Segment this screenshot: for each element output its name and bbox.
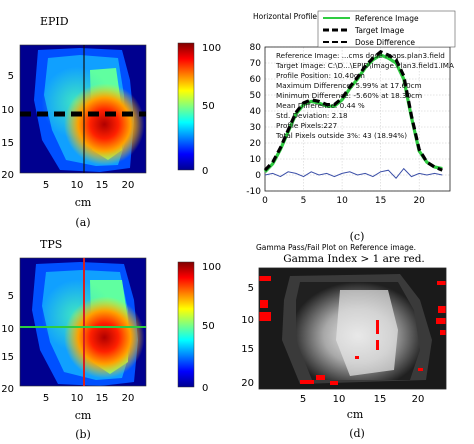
x-tick-label: 0 xyxy=(262,196,268,206)
info-line: Minimum Difference: -5.60% at 18.30cm xyxy=(276,91,422,100)
svg-text:15: 15 xyxy=(96,180,109,191)
x-tick-label: 15 xyxy=(375,196,386,206)
panel-b-caption: (b) xyxy=(75,428,91,441)
svg-text:10: 10 xyxy=(71,180,84,191)
svg-text:15: 15 xyxy=(1,138,14,149)
info-line: Std. Deviation: 2.18 xyxy=(276,111,348,120)
svg-text:0: 0 xyxy=(202,166,208,177)
svg-text:10: 10 xyxy=(71,393,84,404)
svg-text:10: 10 xyxy=(333,394,346,405)
y-tick-label: 20 xyxy=(250,139,262,149)
panel-a-caption: (a) xyxy=(75,216,90,229)
panel-c-y-ticks: -10 0 10 20 30 40 50 60 70 80 xyxy=(246,43,261,197)
panel-a-x-ticks: 5 10 15 20 xyxy=(43,180,135,191)
panel-d-caption: (d) xyxy=(349,427,365,440)
svg-text:5: 5 xyxy=(8,71,14,82)
panel-b-xlabel: cm xyxy=(75,409,92,422)
x-tick-label: 20 xyxy=(413,196,425,206)
svg-text:20: 20 xyxy=(241,378,254,389)
info-line: Maximum Difference: 5.99% at 17.60cm xyxy=(276,81,422,90)
legend-label-reference: Reference Image xyxy=(355,14,419,23)
svg-text:15: 15 xyxy=(96,393,109,404)
gamma-fail-regions xyxy=(259,276,446,385)
svg-text:100: 100 xyxy=(202,262,221,273)
panel-b-colorbar xyxy=(177,261,195,388)
panel-a-xlabel: cm xyxy=(75,196,92,209)
y-tick-label: 50 xyxy=(250,91,262,101)
svg-text:50: 50 xyxy=(202,101,215,112)
panel-b: TPS 5 10 15 20 5 10 15 20 cm (b) xyxy=(1,238,221,441)
y-tick-label: 40 xyxy=(250,107,262,117)
panel-d-subtitle: Gamma Index > 1 are red. xyxy=(283,253,425,265)
y-tick-label: 0 xyxy=(255,171,261,181)
svg-text:20: 20 xyxy=(1,384,14,395)
y-tick-label: -10 xyxy=(246,187,261,197)
svg-text:15: 15 xyxy=(241,344,254,355)
x-tick-label: 10 xyxy=(336,196,348,206)
panel-b-title: TPS xyxy=(40,238,62,251)
svg-text:10: 10 xyxy=(241,315,254,326)
panel-d-title: Gamma Pass/Fail Plot on Reference image. xyxy=(256,243,416,252)
svg-text:5: 5 xyxy=(300,394,306,405)
svg-text:20: 20 xyxy=(1,170,14,181)
svg-text:20: 20 xyxy=(122,393,135,404)
panel-c: Horizontal Profile -1001020304050607080 … xyxy=(246,10,456,243)
panel-b-colorbar-ticks: 100 50 0 xyxy=(202,262,221,394)
panel-b-x-ticks: 5 10 15 20 xyxy=(43,393,135,404)
svg-text:5: 5 xyxy=(248,283,254,294)
svg-text:15: 15 xyxy=(1,352,14,363)
legend-label-difference: Dose Difference xyxy=(355,38,415,47)
svg-text:100: 100 xyxy=(202,43,221,54)
panel-c-info-box: Reference Image: ...cms dose maps.plan3.… xyxy=(275,51,454,140)
panel-c-series xyxy=(263,49,443,179)
panel-a-colorbar xyxy=(177,42,195,171)
svg-text:10: 10 xyxy=(1,324,14,335)
panel-a-y-ticks: 5 10 15 20 xyxy=(1,71,14,181)
panel-c-x-ticks: 0 5 10 15 20 xyxy=(262,196,425,206)
svg-text:15: 15 xyxy=(374,394,387,405)
info-line: Profile Position: 10.40cm xyxy=(276,71,365,80)
panel-d-xlabel: cm xyxy=(347,408,364,421)
svg-text:5: 5 xyxy=(43,180,49,191)
info-line: Profile Pixels:227 xyxy=(276,121,337,130)
panel-a-heatmap xyxy=(20,45,146,173)
info-line: Target Image: C:\D...\EPID\Image.Plan3.f… xyxy=(275,61,454,70)
info-line: Total Pixels outside 3%: 43 (18.94%) xyxy=(275,131,407,140)
panel-d-y-ticks: 5 10 15 20 xyxy=(241,283,254,389)
x-tick-label: 5 xyxy=(301,196,307,206)
info-line: Mean Difference: 0.44 % xyxy=(276,101,365,110)
svg-text:10: 10 xyxy=(1,105,14,116)
y-tick-label: 80 xyxy=(250,43,262,53)
info-line: Reference Image: ...cms dose maps.plan3.… xyxy=(276,51,445,60)
svg-text:50: 50 xyxy=(202,321,215,332)
panel-a-colorbar-ticks: 100 50 0 xyxy=(202,43,221,177)
panel-d: Gamma Pass/Fail Plot on Reference image.… xyxy=(241,243,447,440)
svg-text:5: 5 xyxy=(43,393,49,404)
y-tick-label: 30 xyxy=(250,123,262,133)
legend-label-target: Target Image xyxy=(354,26,404,35)
panel-c-legend: Reference Image Target Image Dose Differ… xyxy=(317,10,456,48)
y-tick-label: 10 xyxy=(250,155,262,165)
panel-b-y-ticks: 5 10 15 20 xyxy=(1,291,14,395)
panel-a: EPID 5 10 15 20 5 10 15 20 cm (a) 100 xyxy=(1,15,221,229)
y-tick-label: 70 xyxy=(250,59,262,69)
series-line-dose-difference xyxy=(264,167,443,179)
panel-a-title: EPID xyxy=(40,15,69,28)
panel-d-gamma-map xyxy=(259,268,446,389)
panel-d-x-ticks: 5 10 15 20 xyxy=(300,394,425,405)
panel-c-caption: (c) xyxy=(350,230,365,243)
y-tick-label: 60 xyxy=(250,75,262,85)
svg-text:0: 0 xyxy=(202,383,208,394)
svg-text:20: 20 xyxy=(412,394,425,405)
svg-text:5: 5 xyxy=(8,291,14,302)
panel-c-title: Horizontal Profile xyxy=(253,12,317,21)
svg-text:20: 20 xyxy=(122,180,135,191)
